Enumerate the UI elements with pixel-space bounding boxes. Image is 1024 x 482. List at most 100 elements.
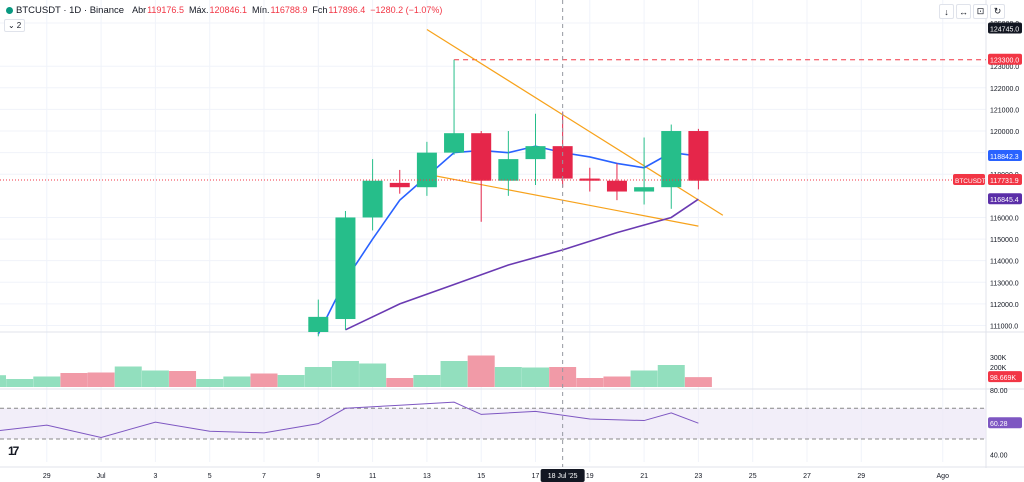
price-badge-label: 123300.0 — [990, 58, 1019, 65]
price-badge-bg — [988, 174, 1022, 186]
candle-body — [389, 182, 410, 188]
volume-bar — [6, 379, 34, 387]
reset-icon[interactable]: ↻ — [990, 4, 1005, 19]
volume-bar — [467, 355, 495, 387]
volume-bar — [0, 375, 6, 387]
price-badge-bg — [988, 22, 1022, 34]
price-badge-bg — [988, 193, 1022, 205]
time-tick-label: 29 — [43, 473, 51, 480]
volume-bar — [413, 375, 441, 387]
volume-bar — [141, 370, 169, 387]
candle-body — [308, 316, 329, 332]
candle-body — [335, 217, 356, 320]
candle-body — [444, 133, 465, 153]
close-label: Fch — [312, 5, 328, 15]
time-tick-label: 11 — [369, 473, 376, 480]
symbol-tag-label: BTCUSDT — [955, 178, 986, 185]
close-value: 117896.4 — [328, 5, 366, 15]
volume-bars — [0, 355, 712, 387]
market-status-icon — [6, 6, 13, 14]
candle-body — [579, 178, 600, 181]
time-tick-label: 23 — [695, 473, 703, 480]
grid-lines — [0, 0, 986, 462]
volume-bar — [114, 366, 142, 387]
price-badge-label: 124745.0 — [990, 26, 1019, 33]
crosshair-date-bg — [540, 469, 585, 482]
volume-bar — [576, 378, 604, 387]
volume-bar — [359, 363, 387, 387]
wedge-upper-trendline — [426, 28, 724, 216]
price-badge-label: 117731.9 — [990, 178, 1019, 185]
high-value: 120846.1 — [209, 5, 248, 15]
price-tick-label: 113000.0 — [990, 280, 1019, 287]
price-badge-label: 116845.4 — [990, 197, 1019, 204]
time-tick-label: 25 — [749, 473, 757, 480]
crosshair — [0, 0, 986, 467]
rsi-band-fill — [0, 408, 986, 439]
low-value: 116788.9 — [270, 5, 308, 15]
time-tick-label: 7 — [262, 473, 266, 480]
volume-tick-label: 300K — [990, 355, 1007, 362]
time-tick-label: 5 — [208, 473, 212, 480]
candle-body — [498, 159, 519, 181]
volume-bar — [603, 376, 631, 387]
price-tick-label: 116000.0 — [990, 215, 1019, 222]
ma-slow-line — [345, 198, 699, 331]
fullscreen-icon[interactable]: ⊡ — [973, 4, 988, 19]
time-tick-label: 27 — [803, 473, 811, 480]
open-value: 119176.5 — [147, 5, 184, 15]
candle-body — [471, 133, 492, 181]
price-tick-label: 114000.0 — [990, 259, 1019, 266]
symbol-title[interactable]: BTCUSDT · 1D · Binance — [16, 4, 125, 16]
time-tick-label: 17 — [532, 473, 540, 480]
volume-bar — [169, 371, 197, 387]
time-axis[interactable]: 29 Jul 3 5 7 9 11 13 15 17 19 21 23 25 27 29 Ago 18 Jul '… — [43, 469, 949, 482]
rsi-line — [0, 401, 699, 438]
price-tick-label: 120000.0 — [990, 129, 1019, 136]
time-tick-label: 9 — [316, 473, 320, 480]
price-tick-label: 122000.0 — [990, 86, 1019, 93]
time-tick-label: 15 — [477, 473, 485, 480]
rsi-band — [0, 401, 986, 440]
time-tick-label: 3 — [153, 473, 157, 480]
candlesticks[interactable] — [308, 59, 709, 337]
volume-badge-bg — [988, 371, 1022, 383]
volume-tick-label: 200K — [990, 365, 1007, 372]
price-tick-label: 111000.0 — [990, 324, 1018, 331]
volume-bar — [304, 367, 332, 387]
pane-separators — [0, 0, 1024, 468]
volume-bar — [250, 373, 278, 387]
candle-body — [688, 131, 709, 181]
wedge-trendlines[interactable] — [426, 28, 724, 227]
price-badge-bg — [988, 150, 1022, 162]
candle-body — [634, 187, 655, 192]
fit-icon[interactable]: ↔ — [956, 4, 971, 19]
time-tick-label: 19 — [586, 473, 594, 480]
time-tick-label: 29 — [857, 473, 865, 480]
indicators-count: 2 — [16, 21, 22, 30]
time-tick-label: 21 — [640, 473, 648, 480]
tradingview-logo-icon[interactable]: 17 — [8, 444, 19, 458]
volume-bar — [331, 361, 359, 387]
candle-body — [661, 131, 682, 188]
volume-bar — [386, 378, 414, 387]
price-axis[interactable]: 125000.0123000.0122000.0121000.0120000.0… — [953, 21, 1022, 459]
volume-bar — [684, 377, 712, 387]
change-value: −1280.2 (−1.07%) — [370, 5, 443, 15]
price-badge-bg — [988, 53, 1022, 65]
volume-bar — [440, 361, 468, 387]
price-tick-label: 115000.0 — [990, 237, 1019, 244]
volume-bar — [657, 365, 685, 387]
price-tick-label: 121000.0 — [990, 107, 1019, 114]
open-label: Abr — [132, 5, 147, 15]
rsi-badge-label: 60.28 — [990, 421, 1008, 428]
candle-body — [416, 152, 437, 188]
indicators-toggle-button[interactable]: ⌄ 2 — [4, 19, 26, 32]
low-label: Mín. — [252, 5, 270, 15]
scroll-to-latest-icon[interactable]: ↓ — [939, 4, 954, 19]
volume-tick-label: 80.00 — [990, 388, 1008, 395]
rsi-badge-bg — [988, 417, 1022, 429]
volume-bar — [33, 376, 61, 387]
candle-body — [606, 180, 627, 192]
